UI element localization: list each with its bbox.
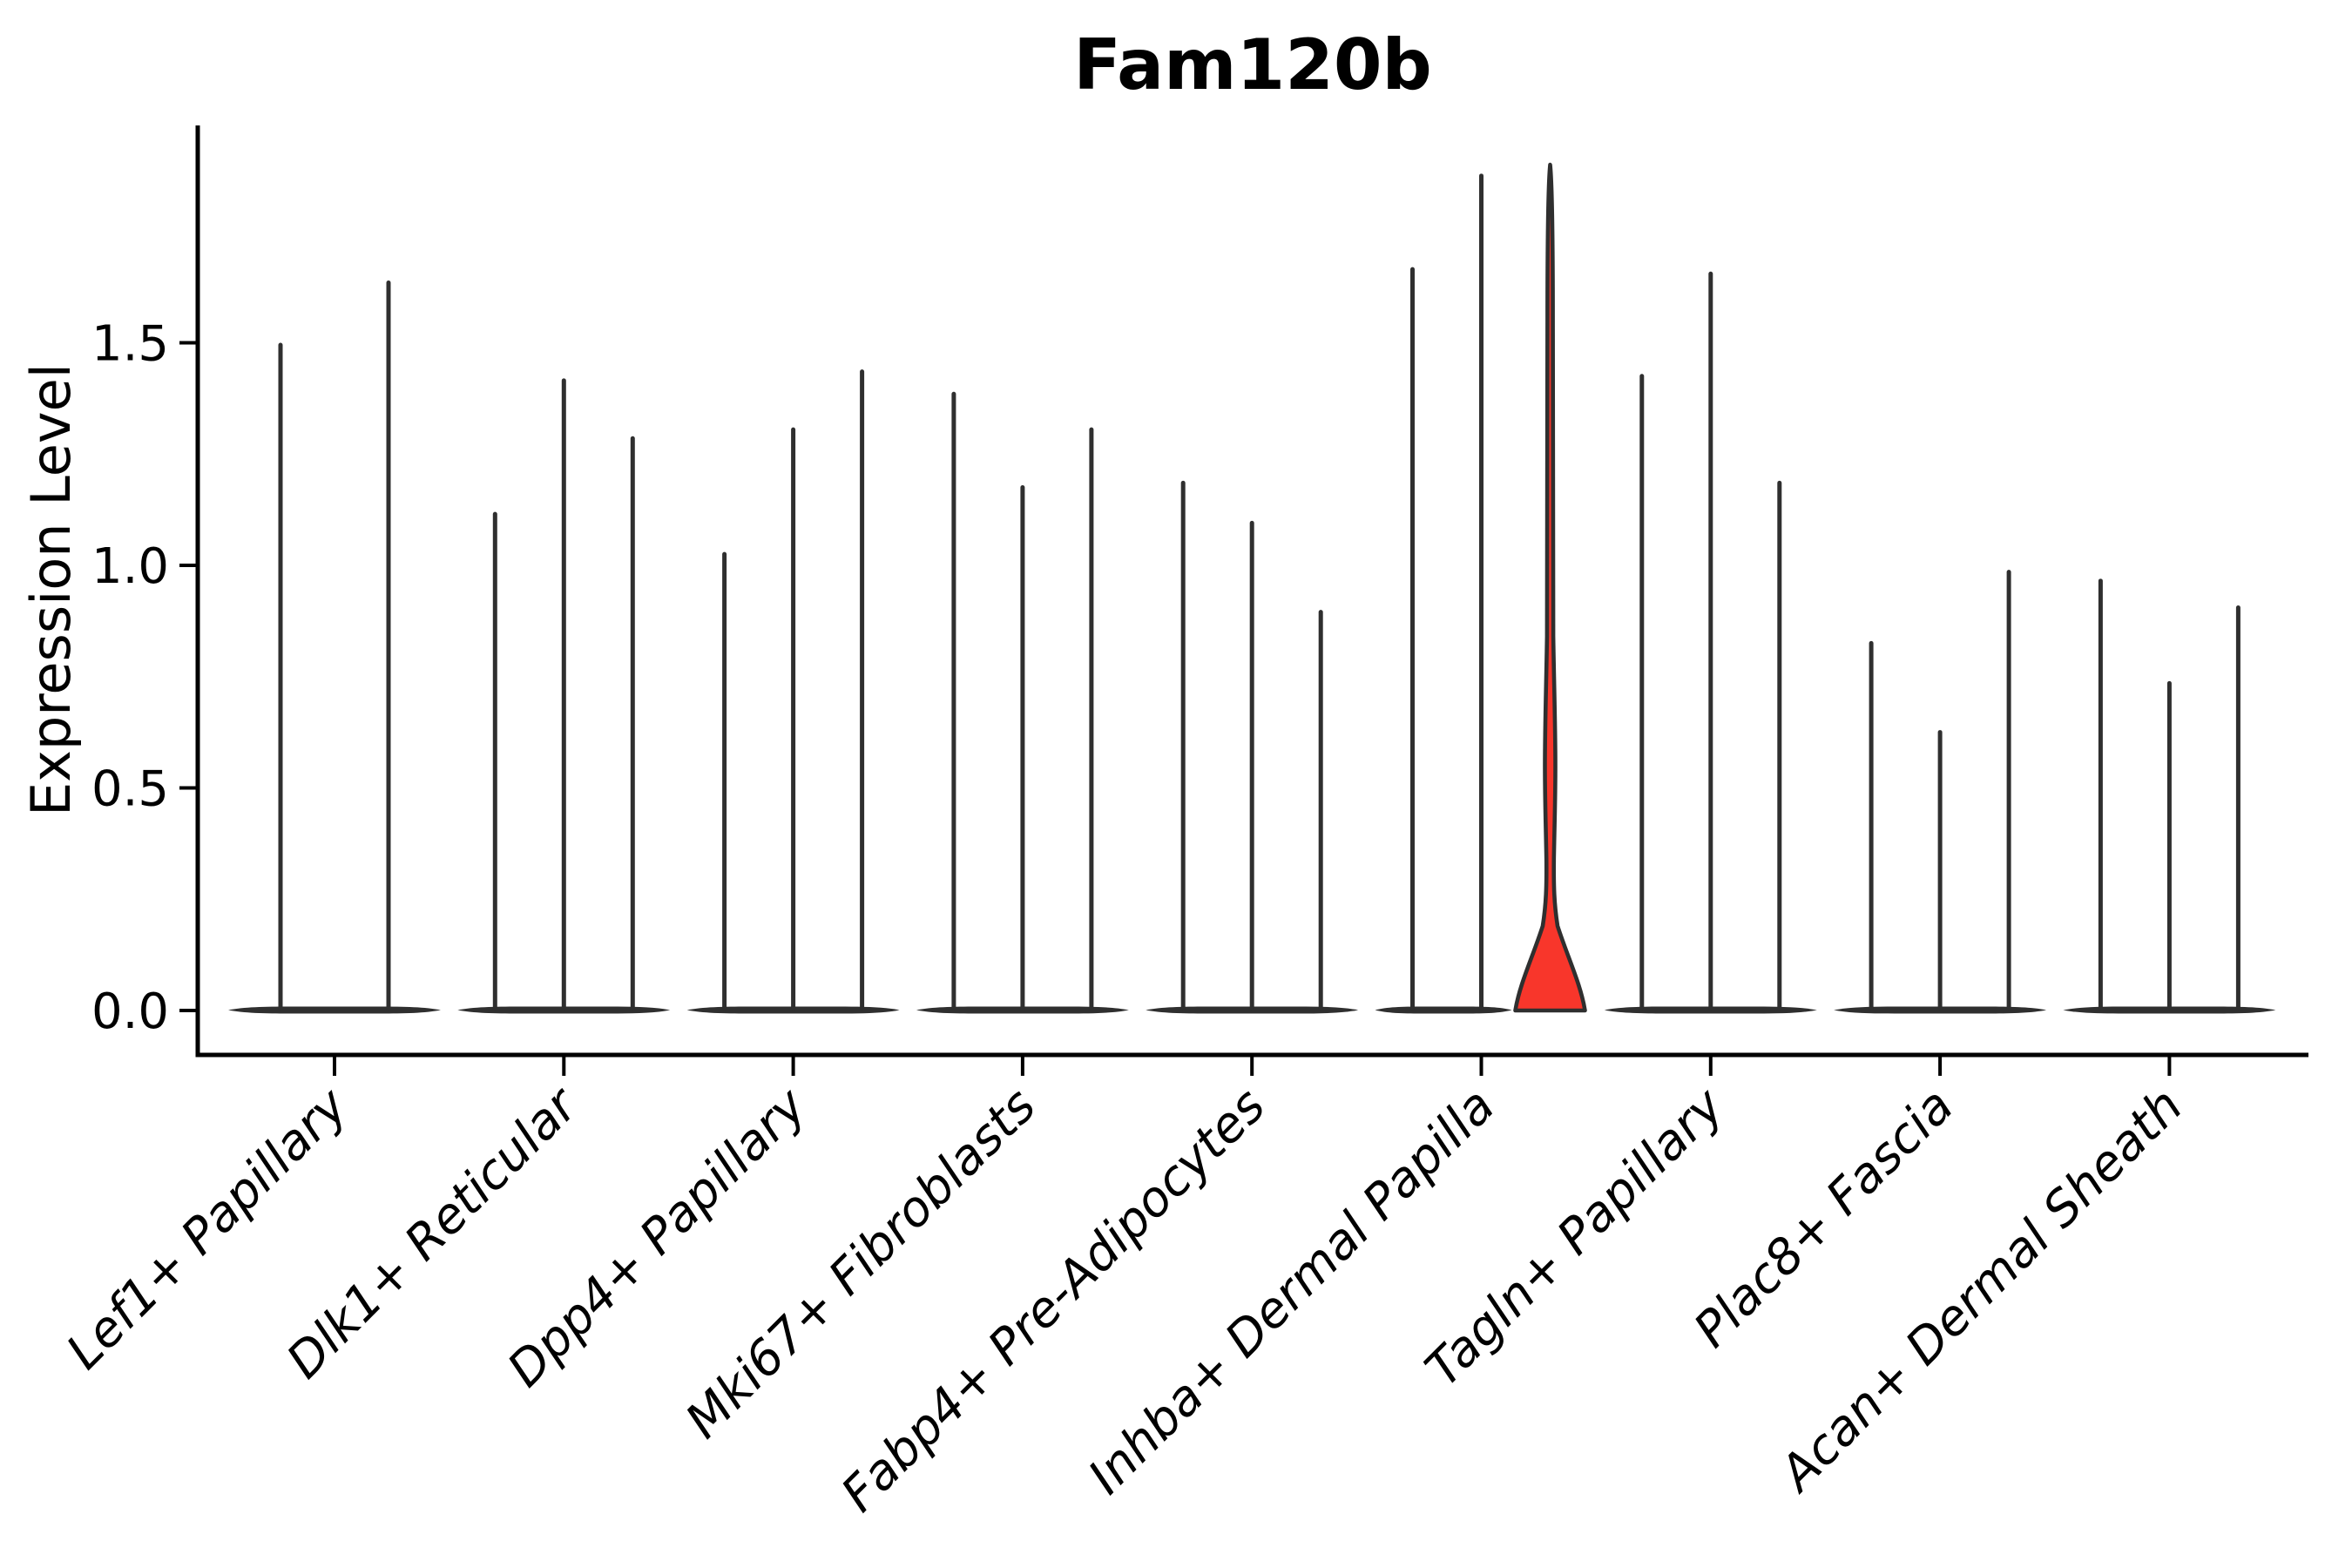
- highlighted-violin: [1513, 162, 1587, 1013]
- y-tick-label: 0.0: [91, 983, 169, 1040]
- violin-group: [228, 280, 441, 1014]
- violin-group: [457, 378, 671, 1014]
- y-tick-label: 0.5: [91, 761, 169, 818]
- y-axis-label: Expression Level: [19, 363, 83, 816]
- violin-layer: [228, 162, 2276, 1014]
- chart-title: Fam120b: [1073, 24, 1432, 105]
- x-tick-label: Inhba+ Dermal Papilla: [1078, 1078, 1505, 1505]
- violin-group: [1146, 480, 1359, 1014]
- y-tick-label: 1.5: [91, 316, 169, 373]
- violin-group: [1604, 271, 1817, 1014]
- violin-group: [686, 369, 900, 1014]
- axes-layer: [179, 125, 2308, 1076]
- violin-base: [228, 1006, 441, 1014]
- violin-group: [1834, 570, 2047, 1014]
- violin-base: [1375, 1006, 1512, 1014]
- violin-group: [2063, 578, 2276, 1014]
- violin-group: [1375, 162, 1587, 1014]
- x-tick-label: Fabp4+ Pre-Adipocytes: [831, 1078, 1276, 1523]
- x-tick-label: Acan+ Dermal Sheath: [1767, 1078, 2193, 1504]
- y-tick-label: 1.0: [91, 538, 169, 595]
- violin-group: [916, 391, 1129, 1014]
